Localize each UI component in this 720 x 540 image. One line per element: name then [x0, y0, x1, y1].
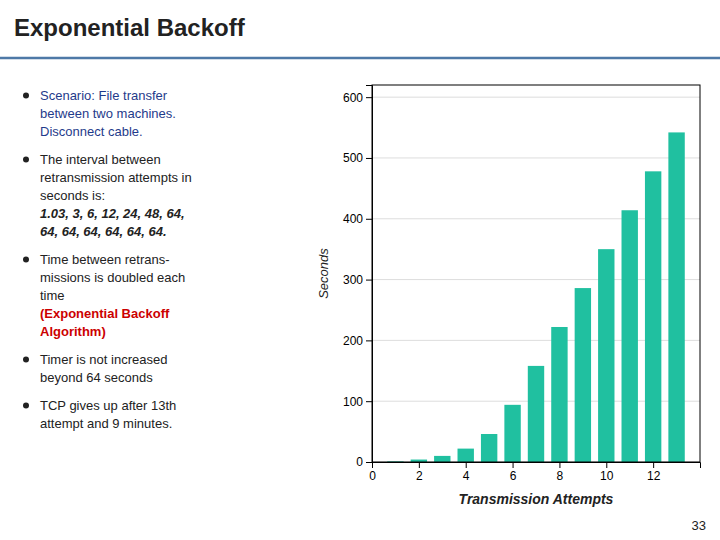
annotation-line: Disconnect cable. [40, 124, 143, 139]
tick-label: 8 [557, 469, 564, 483]
tick-label: 10 [600, 469, 614, 483]
annotation: The interval between retransmission attem… [40, 152, 192, 203]
page-number: 33 [692, 518, 706, 533]
tick: 8 [557, 462, 564, 483]
tick: 100 [343, 395, 372, 409]
annotation-line: Timer is not increased [40, 352, 167, 367]
annotation: 1.03, 3, 6, 12, 24, 48, 64, 64, 64, 64, 6… [40, 206, 185, 239]
tick-label: 100 [343, 395, 363, 409]
tick-mark [366, 462, 372, 463]
bar [668, 132, 684, 462]
tick: 12 [647, 462, 661, 483]
tick-label: 12 [647, 469, 661, 483]
tick: 300 [343, 273, 372, 287]
bar [622, 210, 638, 462]
annotation-line: (Exponential Backoff [40, 306, 170, 321]
annotation-line: 64, 64, 64, 64, 64, 64. [40, 224, 167, 239]
annotation-line: The interval between [40, 152, 161, 167]
tick-mark [419, 462, 420, 468]
tick-mark [513, 462, 514, 468]
annotation-line: beyond 64 seconds [40, 370, 153, 385]
bar [551, 327, 567, 462]
plot-frame [372, 85, 700, 462]
annotation: TCP gives up after 13th attempt and 9 min… [40, 398, 176, 431]
tick: 0 [369, 462, 376, 483]
tick-mark [366, 97, 372, 98]
annotation-line: TCP gives up after 13th [40, 398, 176, 413]
tick-label: 2 [416, 469, 423, 483]
grid-line [372, 157, 700, 158]
bullet [23, 403, 29, 409]
grid [372, 97, 700, 462]
tick: 600 [343, 91, 372, 105]
tick-mark [366, 219, 372, 220]
tick-mark [466, 462, 467, 468]
bullet [23, 257, 29, 263]
tick-mark [366, 158, 372, 159]
bar [434, 456, 450, 462]
tick-mark [606, 462, 607, 468]
y-axis-title: Seconds [316, 248, 331, 299]
header-rule [0, 57, 720, 60]
bar [645, 171, 661, 462]
bar [528, 366, 544, 462]
bullet [23, 357, 29, 363]
chart: Exponential Backoff Scenario: File transf… [0, 0, 720, 540]
tick: 6 [510, 462, 517, 483]
tick: 4 [463, 462, 470, 483]
tick-label: 4 [463, 469, 470, 483]
tick: 400 [343, 212, 372, 226]
tick-mark [559, 462, 560, 468]
bar [458, 449, 474, 462]
annotation-line: between two machines. [40, 106, 176, 121]
annotation-line: Algorithm) [40, 324, 106, 339]
tick-mark [653, 462, 654, 468]
bullet [23, 157, 29, 163]
tick: 0 [356, 455, 372, 469]
bar [481, 434, 497, 462]
tick-label: 500 [343, 151, 363, 165]
tick-label: 400 [343, 212, 363, 226]
grid-line [372, 97, 700, 98]
annotation: Scenario: File transfer between two machi… [40, 88, 176, 139]
annotation-line: retransmission attempts in [40, 170, 192, 185]
tick-label: 0 [369, 469, 376, 483]
tick: 200 [343, 334, 372, 348]
annotation: Time between retrans-missions is doubled… [40, 252, 185, 303]
tick-label: 300 [343, 273, 363, 287]
tick-label: 0 [356, 455, 363, 469]
tick-mark [366, 340, 372, 341]
tick: 2 [416, 462, 423, 483]
bar [575, 288, 591, 462]
annotation: (Exponential Backoff Algorithm) [40, 306, 170, 339]
annotation-line: seconds is: [40, 188, 105, 203]
tick-label: 6 [510, 469, 517, 483]
annotation-line: Time between retrans- [40, 252, 170, 267]
annotation-line: Scenario: File transfer [40, 88, 168, 103]
annotation-line: time [40, 288, 65, 303]
bars [387, 132, 685, 462]
tick: 500 [343, 151, 372, 165]
tick-mark [366, 280, 372, 281]
tick-label: 600 [343, 91, 363, 105]
axis-domain [373, 463, 701, 469]
annotation: Timer is not increased beyond 64 seconds [40, 352, 167, 385]
x-axis-title: Transmission Attempts [459, 491, 614, 507]
bar [598, 249, 614, 462]
bullet [23, 93, 29, 99]
y-axis: 0 100 200 300 400 500 600 [343, 86, 373, 470]
tick-label: 200 [343, 334, 363, 348]
annotation-line: missions is doubled each [40, 270, 185, 285]
title: Exponential Backoff [14, 14, 246, 41]
tick-mark [366, 401, 372, 402]
bar [504, 405, 520, 462]
tick: 10 [600, 462, 614, 483]
annotation-line: 1.03, 3, 6, 12, 24, 48, 64, [40, 206, 185, 221]
x-axis: 0 2 4 6 8 10 12 [369, 462, 700, 483]
annotation-line: attempt and 9 minutes. [40, 416, 172, 431]
